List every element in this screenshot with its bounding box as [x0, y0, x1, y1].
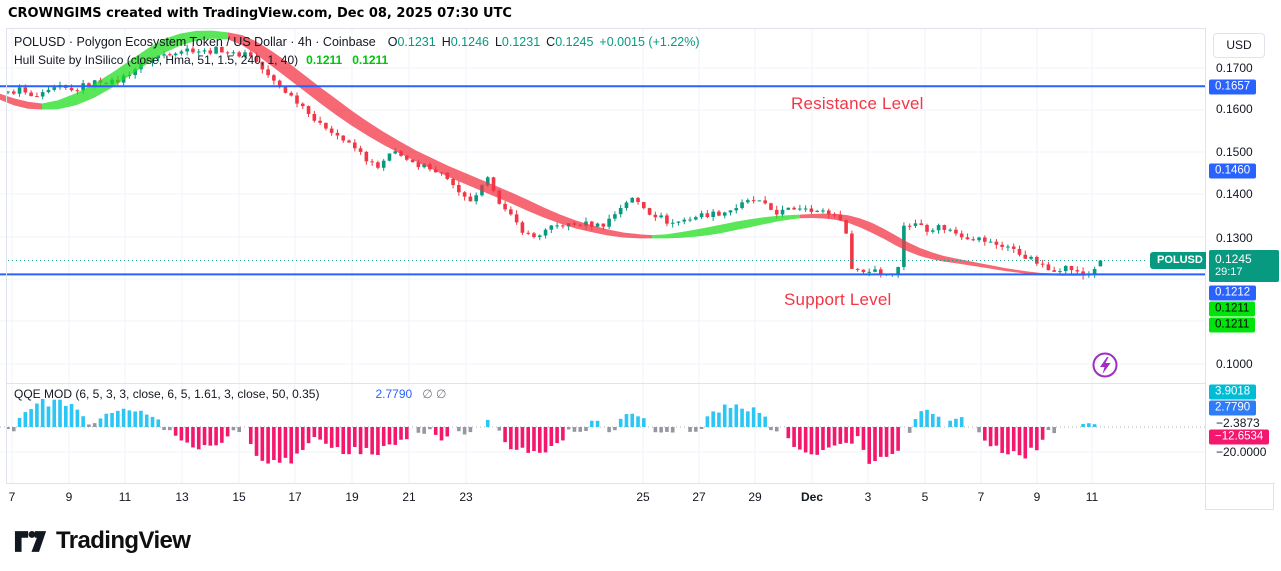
time-tick-label: 11 [1085, 490, 1099, 504]
hull-suite-ribbon [0, 30, 1086, 276]
hull-value: 0.1211 [352, 53, 389, 67]
qqe-current-value: 2.7790 [375, 387, 413, 401]
price-value-chip: 0.1211 [1209, 317, 1256, 333]
resistance-level-label[interactable]: Resistance Level [791, 94, 924, 113]
price-value-chip: 2.7790 [1209, 400, 1257, 416]
time-tick-label: 5 [921, 490, 929, 504]
time-tick-label: 13 [175, 490, 189, 504]
candlesticks [6, 44, 1103, 280]
ohlc-key: O [387, 35, 398, 49]
price-value-chip: −12.6534 [1209, 429, 1270, 445]
hull-suite-values: 0.1211 0.1211 [306, 53, 398, 67]
tradingview-logo-mark [14, 530, 47, 552]
qqe-null-values: ∅ ∅ [422, 387, 447, 401]
currency-button[interactable]: USD [1213, 33, 1265, 58]
time-tick-label: 27 [692, 490, 706, 504]
footer: TradingView [0, 510, 1281, 571]
price-value-chip: 0.1460 [1209, 163, 1257, 179]
time-tick-label: 23 [459, 490, 473, 504]
time-tick-label: 9 [1033, 490, 1041, 504]
time-tick-label: 15 [232, 490, 246, 504]
price-tick-label: 0.1600 [1216, 102, 1253, 116]
price-tick-label: 0.1500 [1216, 145, 1253, 159]
price-value-chip: 0.1211 [1209, 301, 1256, 317]
price-tick-label: 0.1300 [1216, 231, 1253, 245]
support-level-label[interactable]: Support Level [784, 290, 892, 309]
symbol-price-line-chip: POLUSD [1150, 252, 1210, 269]
price-tick-label: −20.0000 [1216, 445, 1267, 459]
qqe-indicator-label[interactable]: QQE MOD (6, 5, 3, 3, close, 6, 5, 1.61, … [14, 387, 320, 401]
time-tick-label: 21 [402, 490, 416, 504]
hull-value: 0.1211 [306, 53, 343, 67]
time-tick-label: 11 [118, 490, 132, 504]
time-axis-separator [6, 483, 1275, 484]
time-tick-label: 25 [636, 490, 650, 504]
qqe-histogram [6, 399, 1097, 464]
ohlc-value: 0.1231 [397, 35, 436, 49]
chart-plot-area[interactable] [0, 28, 1205, 483]
time-tick-label: 9 [65, 490, 73, 504]
price-value-chip: 0.1657 [1209, 79, 1257, 95]
qqe-legend: QQE MOD (6, 5, 3, 3, close, 6, 5, 1.61, … [14, 386, 446, 403]
symbol-title[interactable]: POLUSD · Polygon Ecosystem Token / US Do… [14, 35, 376, 49]
time-tick-label: 7 [977, 490, 985, 504]
ohlc-value: 0.1245 [555, 35, 594, 49]
time-tick-label: 7 [8, 490, 16, 504]
time-tick-label: 3 [864, 490, 872, 504]
price-tick-label: 0.1400 [1216, 187, 1253, 201]
price-tick-label: −2.3873 [1216, 416, 1260, 430]
attribution-text: CROWNGIMS created with TradingView.com, … [8, 6, 512, 21]
bar-countdown: 29:17 [1215, 266, 1243, 278]
ohlc-value: 0.1246 [450, 35, 489, 49]
price-tick-label: 0.1700 [1216, 61, 1253, 75]
price-tick-label: 0.1000 [1216, 357, 1253, 371]
time-axis[interactable]: 7 9 11 13 15 17 19 21 23 25 27 29 Dec 3 5 7 9 11 [0, 484, 1205, 510]
time-tick-label: 29 [748, 490, 762, 504]
current-price-chip: 0.1245 29:17 [1209, 250, 1279, 282]
hull-suite-indicator-label[interactable]: Hull Suite by InSilico (close, Hma, 51, … [14, 53, 299, 67]
time-tick-label: 17 [288, 490, 302, 504]
tradingview-logo[interactable]: TradingView [14, 527, 191, 555]
ohlc-key: C [546, 35, 556, 49]
lightning-icon[interactable] [1092, 352, 1118, 378]
price-axis-separator [1205, 28, 1206, 510]
main-legend: POLUSD · Polygon Ecosystem Token / US Do… [14, 34, 700, 69]
change-value: +0.0015 (+1.22%) [599, 35, 700, 49]
pane-separator[interactable] [6, 383, 1205, 384]
time-tick-label: Dec [800, 490, 824, 504]
price-value-chip: 3.9018 [1209, 384, 1257, 400]
ohlc-key: H [441, 35, 451, 49]
time-tick-label: 19 [345, 490, 359, 504]
price-axis[interactable]: USD 0.1700 0.1600 0.1500 0.1400 0.1300 0.1000… [1206, 28, 1281, 483]
current-price-value: 0.1245 [1215, 252, 1252, 266]
price-value-chip: 0.1212 [1209, 285, 1257, 301]
ohlc-value: 0.1231 [501, 35, 541, 49]
ohlc-key: L [494, 35, 502, 49]
grid-lines [0, 28, 1205, 483]
tradingview-logo-text: TradingView [56, 527, 191, 554]
ohlc-values: O0.1231 H0.1246 L0.1231 C0.1245 +0.0015 (+1.… [382, 35, 700, 49]
